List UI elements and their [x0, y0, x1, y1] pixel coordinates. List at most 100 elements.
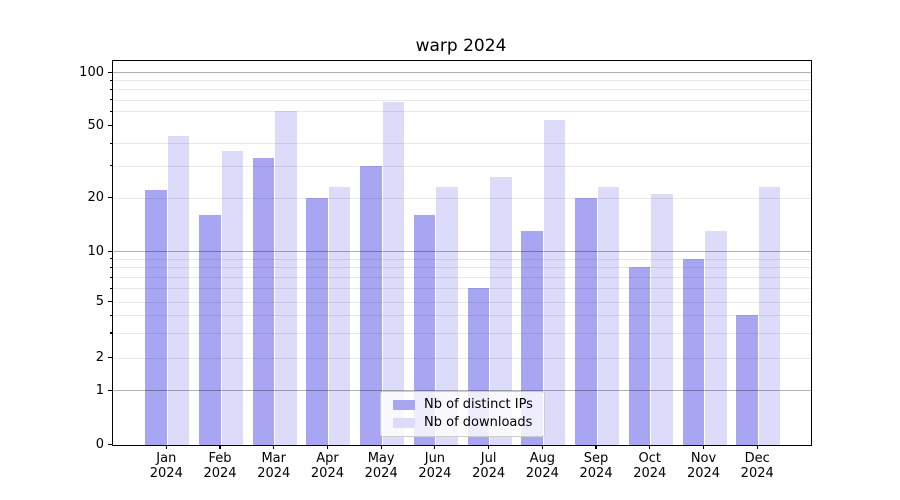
y-minor-tick-mark	[109, 276, 112, 278]
x-tick-year: 2024	[418, 465, 452, 481]
x-tick-mark	[488, 445, 490, 449]
x-tick-month: Jan	[156, 451, 177, 466]
y-tick-mark	[108, 71, 112, 73]
y-minor-tick-mark	[109, 165, 112, 167]
x-tick-mark	[595, 445, 597, 449]
plot-area	[112, 60, 812, 446]
bar-distinct-ips-oct-2024	[628, 267, 651, 445]
x-tick-mark	[273, 445, 275, 449]
x-tick-year: 2024	[686, 465, 721, 481]
x-tick-year: 2024	[364, 465, 398, 481]
bar-downloads-apr-2024	[328, 186, 351, 445]
y-tick-label: 0	[95, 437, 104, 453]
bar-distinct-ips-nov-2024	[682, 258, 704, 445]
x-tick-year: 2024	[579, 465, 613, 481]
x-tick-mark	[380, 445, 382, 449]
y-minor-tick-mark	[109, 99, 112, 101]
x-tick-label: Jan 2024	[136, 451, 196, 481]
y-tick-label: 2	[95, 350, 104, 366]
y-minor-tick-mark	[109, 332, 112, 334]
x-tick-label: Apr 2024	[297, 451, 357, 481]
x-tick-year: 2024	[633, 465, 667, 481]
bar-distinct-ips-dec-2024	[736, 315, 758, 445]
bar-downloads-sep-2024	[597, 186, 620, 445]
x-tick-year: 2024	[740, 465, 774, 481]
bar-distinct-ips-may-2024	[360, 165, 382, 445]
legend-label-distinct-ips: Nb of distinct IPs	[424, 397, 533, 412]
y-minor-tick-mark	[109, 314, 112, 316]
y-minor-tick-mark	[109, 287, 112, 289]
legend: Nb of distinct IPs Nb of downloads	[380, 391, 545, 437]
bar-downloads-dec-2024	[758, 186, 781, 445]
x-tick-month: Sep	[583, 451, 609, 466]
y-tick-label: 50	[87, 118, 104, 134]
legend-entry-distinct-ips: Nb of distinct IPs	[393, 398, 536, 412]
x-tick-year: 2024	[472, 465, 506, 481]
gridline-minor	[113, 111, 811, 113]
x-tick-mark	[541, 445, 543, 449]
bar-downloads-jan-2024	[167, 135, 190, 445]
gridline-minor	[113, 197, 811, 199]
bar-downloads-aug-2024	[543, 119, 566, 445]
x-tick-label: Oct 2024	[620, 451, 680, 481]
bar-distinct-ips-sep-2024	[575, 197, 597, 445]
bar-distinct-ips-apr-2024	[306, 197, 328, 445]
x-tick-month: Jul	[480, 451, 497, 466]
gridline-minor	[113, 89, 811, 91]
y-tick-mark	[108, 444, 112, 446]
x-tick-mark	[219, 445, 221, 449]
gridline-minor	[113, 99, 811, 101]
y-minor-tick-mark	[109, 301, 112, 303]
x-tick-label: Sep 2024	[566, 451, 626, 481]
legend-label-downloads: Nb of downloads	[424, 415, 533, 430]
legend-swatch-downloads-icon	[393, 418, 415, 428]
bar-downloads-jul-2024	[490, 176, 512, 445]
x-tick-year: 2024	[525, 465, 559, 481]
x-tick-month: Nov	[690, 451, 717, 466]
y-tick-mark	[108, 125, 112, 127]
x-tick-label: Dec 2024	[727, 451, 787, 481]
gridline-minor	[113, 80, 811, 82]
y-minor-tick-mark	[109, 88, 112, 90]
y-minor-tick-mark	[109, 197, 112, 199]
bar-distinct-ips-mar-2024	[252, 158, 275, 445]
legend-entry-downloads: Nb of downloads	[393, 416, 536, 430]
x-tick-month: Oct	[638, 451, 661, 466]
x-tick-month: Feb	[208, 451, 232, 466]
x-tick-label: Mar 2024	[244, 451, 304, 481]
x-tick-month: May	[367, 451, 395, 466]
y-minor-tick-mark	[109, 111, 112, 113]
x-tick-month: Mar	[261, 451, 286, 466]
y-tick-label: 1	[95, 382, 104, 398]
x-tick-year: 2024	[310, 465, 344, 481]
x-tick-label: Jun 2024	[405, 451, 465, 481]
gridline-major	[113, 72, 811, 73]
x-tick-label: May 2024	[351, 451, 411, 481]
x-tick-month: Aug	[529, 451, 556, 466]
legend-swatch-distinct-ips-icon	[393, 400, 415, 410]
bar-distinct-ips-feb-2024	[199, 214, 221, 445]
bar-distinct-ips-jan-2024	[145, 190, 167, 445]
x-tick-label: Nov 2024	[674, 451, 734, 481]
y-tick-label: 100	[79, 64, 104, 80]
x-tick-year: 2024	[257, 465, 291, 481]
y-minor-tick-mark	[109, 266, 112, 269]
x-tick-year: 2024	[203, 465, 237, 481]
x-tick-label: Aug 2024	[512, 451, 572, 481]
x-tick-mark	[165, 445, 167, 449]
chart-title: warp 2024	[415, 36, 507, 56]
y-tick-label: 10	[87, 243, 104, 259]
x-tick-month: Dec	[744, 451, 770, 466]
x-tick-month: Apr	[316, 451, 339, 466]
x-tick-label: Feb 2024	[190, 451, 250, 481]
x-tick-year: 2024	[149, 465, 183, 481]
y-tick-mark	[108, 250, 112, 252]
gridline-minor	[113, 165, 811, 167]
bar-distinct-ips-jun-2024	[413, 214, 436, 445]
x-tick-mark	[702, 445, 705, 449]
y-tick-label: 5	[95, 294, 104, 310]
bar-downloads-feb-2024	[221, 151, 244, 445]
bar-downloads-may-2024	[382, 101, 405, 445]
x-tick-mark	[434, 445, 436, 449]
